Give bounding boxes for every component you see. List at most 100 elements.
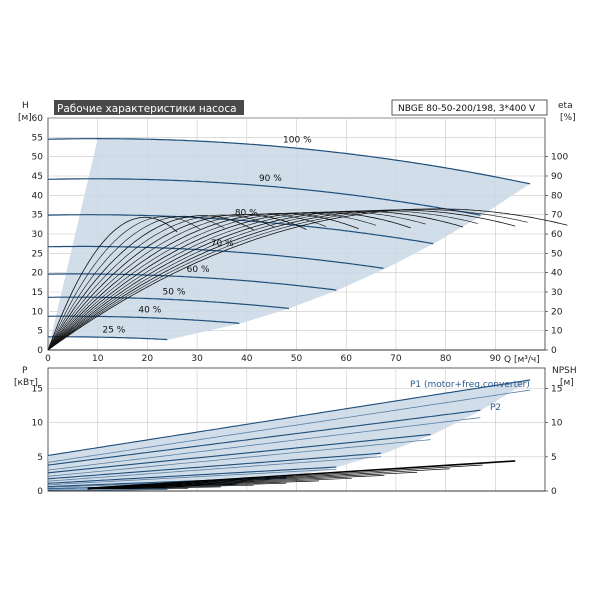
efficiency-curve: [47, 215, 255, 351]
y-tick-label: 40: [32, 191, 44, 201]
eta-tick-label: 0: [551, 346, 557, 356]
eta-tick-label: 30: [551, 288, 563, 298]
x-tick-label: 40: [241, 354, 253, 364]
p1-curve: [47, 452, 382, 480]
efficiency-curve: [47, 213, 327, 351]
y-label-h: H: [22, 101, 29, 111]
y-unit-p: [кВт]: [14, 378, 38, 388]
y-tick-label: 20: [32, 269, 44, 279]
p1-curve: [47, 433, 431, 474]
p1-curve: [47, 409, 481, 466]
efficiency-curve: [47, 215, 225, 351]
p1-curve: [47, 466, 337, 484]
title-box: [54, 100, 244, 115]
eta-tick-label: 90: [551, 172, 563, 182]
efficiency-curve: [47, 210, 464, 351]
speed-curve: [48, 296, 290, 310]
speed-curve-label: 60 %: [187, 265, 210, 275]
eta-tick-label: 40: [551, 269, 563, 279]
p-tick-label: 15: [32, 385, 43, 395]
npsh-tick-label: 10: [551, 419, 563, 429]
speed-curve-label: 25 %: [102, 325, 125, 335]
efficiency-curve: [47, 209, 528, 351]
npsh-tick-label: 15: [551, 385, 562, 395]
p2-curve: [47, 489, 168, 491]
eta-tick-label: 60: [551, 230, 563, 240]
speed-curve-label: 50 %: [163, 287, 186, 297]
efficiency-curve: [47, 211, 426, 351]
eta-tick-label: 70: [551, 211, 563, 221]
y-tick-label: 0: [37, 346, 43, 356]
p-tick-label: 0: [37, 487, 43, 497]
y2-unit-npsh: [м]: [560, 378, 574, 388]
eta-tick-label: 80: [551, 191, 563, 201]
speed-curve-label: 40 %: [138, 306, 161, 316]
y-tick-label: 15: [32, 288, 43, 298]
model-box: [391, 99, 548, 116]
y-tick-label: 45: [32, 172, 43, 182]
x-tick-label: 50: [291, 354, 303, 364]
npsh-tick-label: 0: [551, 487, 557, 497]
y-tick-label: 55: [32, 133, 43, 143]
x-tick-label: 90: [490, 354, 502, 364]
y-label-p: P: [22, 366, 28, 376]
speed-curve: [48, 273, 337, 291]
p2-curve: [47, 439, 431, 477]
eta-tick-label: 100: [551, 153, 568, 163]
efficiency-curve: [47, 212, 377, 351]
y2-label-npsh: NPSH: [552, 366, 577, 376]
p-tick-label: 5: [37, 453, 43, 463]
x-tick-label: 80: [440, 354, 452, 364]
p2-curve: [47, 456, 382, 482]
efficiency-curve: [47, 216, 200, 351]
p2-curve: [47, 389, 531, 463]
efficiency-curve: [47, 210, 478, 351]
series-label-p1: P1 (motor+freq.converter): [410, 380, 530, 390]
eta-tick-label: 50: [551, 249, 563, 259]
speed-curve: [48, 336, 168, 341]
y-tick-label: 30: [32, 230, 44, 240]
x-tick-label: 30: [191, 354, 203, 364]
speed-curve-label: 90 %: [259, 174, 282, 184]
operating-range-band: [48, 138, 531, 350]
y-tick-label: 35: [32, 211, 43, 221]
speed-curve: [47, 138, 531, 185]
x-tick-label: 0: [45, 354, 51, 364]
p1-curve: [47, 379, 531, 457]
y-tick-label: 10: [32, 307, 44, 317]
speed-curve-label: 70 %: [211, 239, 234, 249]
efficiency-curve: [47, 214, 307, 351]
p-tick-label: 10: [32, 419, 44, 429]
x-label-q: Q [м³/ч]: [504, 355, 540, 365]
eta-tick-label: 20: [551, 307, 563, 317]
series-label-p2: P2: [490, 403, 501, 413]
speed-curve: [48, 315, 240, 324]
y-tick-label: 60: [32, 114, 44, 124]
speed-curve-label: 100 %: [283, 135, 312, 145]
npsh-tick-label: 5: [551, 453, 557, 463]
p2-curve: [47, 468, 337, 486]
power-range-band: [48, 379, 531, 491]
npsh-curve: [87, 464, 483, 490]
efficiency-curve: [47, 213, 359, 351]
speed-curve: [48, 178, 481, 216]
y-tick-label: 50: [32, 153, 44, 163]
speed-curve-label: 80 %: [235, 208, 258, 218]
efficiency-curve: [47, 209, 516, 351]
x-tick-label: 60: [340, 354, 352, 364]
speed-curve: [48, 245, 384, 269]
x-tick-label: 10: [92, 354, 104, 364]
p2-curve: [47, 417, 481, 471]
y2-unit-eta: [%]: [560, 113, 576, 123]
model-label: NBGE 80-50-200/198, 3*400 V: [398, 104, 536, 114]
y2-label-eta: eta: [558, 101, 573, 111]
chart-title: Рабочие характеристики насоса: [57, 103, 237, 115]
y-unit-h: [м]: [18, 113, 32, 123]
x-tick-label: 20: [142, 354, 154, 364]
eta-tick-label: 10: [551, 327, 563, 337]
x-tick-label: 70: [390, 354, 402, 364]
efficiency-curve: [47, 214, 275, 351]
efficiency-curve: [47, 216, 178, 351]
